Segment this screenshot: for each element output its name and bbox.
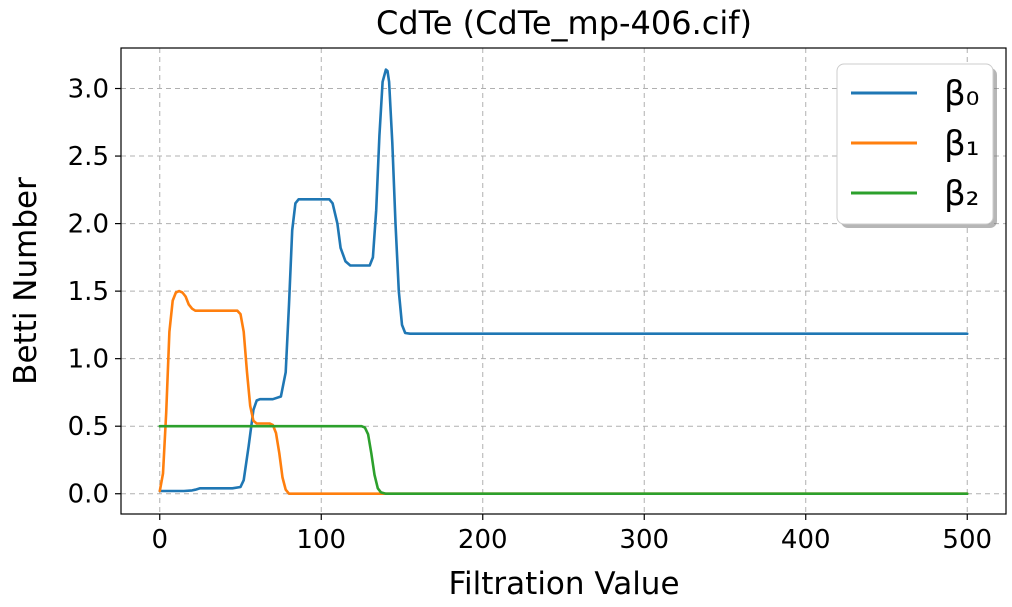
x-tick-label: 100 (296, 525, 346, 555)
axis-ticks: 0 100 200 300 400 500 0.0 0.5 1.0 1.5 2.0 2.5 3.0 (68, 75, 992, 555)
legend-items: β₀ β₁ β₂ (851, 74, 979, 214)
series-line-1 (158, 289, 969, 495)
y-tick-label: 3.0 (68, 75, 109, 105)
y-tick-label: 1.5 (68, 277, 109, 307)
plot-frame (120, 47, 1007, 515)
y-tick-label: 2.5 (68, 142, 109, 172)
x-tick-label: 500 (942, 525, 992, 555)
chart-title: CdTe (CdTe_mp-406.cif) (376, 4, 752, 42)
legend-label: β₁ (944, 124, 979, 164)
y-tick-label: 0.0 (68, 480, 109, 510)
series-line-0 (158, 68, 969, 493)
x-tick-label: 400 (781, 525, 831, 555)
y-axis-title: Betti Number (8, 177, 44, 385)
series-line-2 (158, 424, 969, 495)
y-tick-label: 0.5 (68, 412, 109, 442)
legend-label: β₂ (944, 174, 979, 214)
x-tick-label: 300 (619, 525, 669, 555)
x-axis-title: Filtration Value (448, 566, 679, 602)
x-tick-label: 200 (458, 525, 508, 555)
y-tick-label: 2.0 (68, 210, 109, 240)
legend: β₀ β₁ β₂ (836, 63, 997, 228)
y-tick-label: 1.0 (68, 345, 109, 375)
legend-label: β₀ (944, 74, 979, 114)
x-tick-label: 0 (151, 525, 168, 555)
series-lines (158, 68, 969, 495)
